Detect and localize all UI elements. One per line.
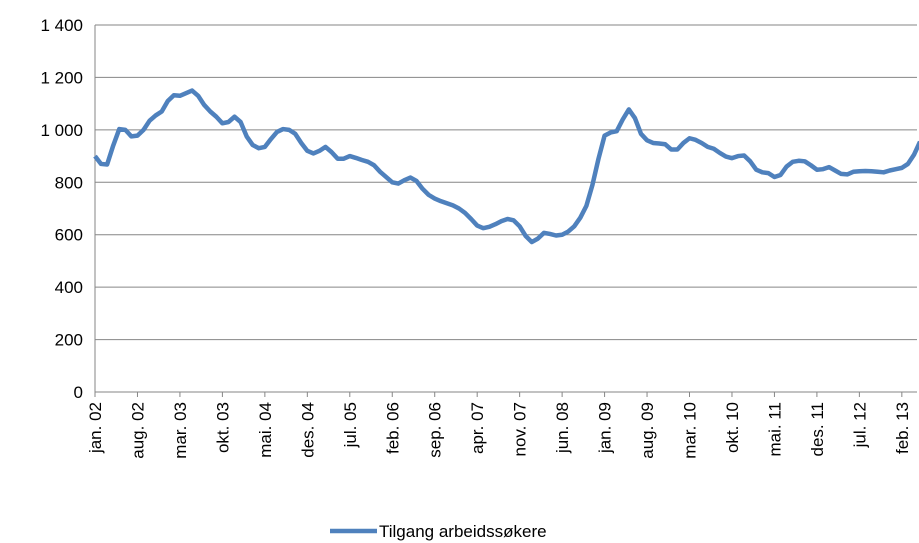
x-tick-label: okt. 03 xyxy=(213,402,232,453)
x-tick-label: jan. 09 xyxy=(596,402,615,454)
y-tick-label: 1 200 xyxy=(40,68,83,87)
y-tick-label: 800 xyxy=(55,173,83,192)
x-tick-label: jan. 02 xyxy=(86,402,105,454)
x-tick-label: des. 04 xyxy=(298,402,317,458)
x-tick-label: jul. 12 xyxy=(850,402,869,448)
legend-label: Tilgang arbeidssøkere xyxy=(379,522,547,541)
x-tick-label: feb. 13 xyxy=(893,402,912,454)
x-tick-label: nov. 07 xyxy=(511,402,530,457)
line-series xyxy=(93,88,919,245)
y-tick-label: 1 000 xyxy=(40,121,83,140)
x-tick-label: jul. 05 xyxy=(341,402,360,448)
y-tick-label: 0 xyxy=(74,383,83,402)
y-tick-label: 400 xyxy=(55,278,83,297)
x-tick-label: mai. 11 xyxy=(765,402,784,457)
y-tick-label: 200 xyxy=(55,331,83,350)
x-tick-label: des. 11 xyxy=(808,402,827,457)
x-tick-label: aug. 02 xyxy=(128,402,147,459)
x-tick-label: aug. 09 xyxy=(638,402,657,459)
x-tick-label: okt. 10 xyxy=(723,402,742,453)
x-tick-label: jun. 08 xyxy=(553,402,572,454)
x-tick-label: feb. 06 xyxy=(383,402,402,454)
x-tick-label: sep. 06 xyxy=(426,402,445,458)
y-tick-label: 1 400 xyxy=(40,16,83,35)
x-tick-label: apr. 07 xyxy=(468,402,487,454)
x-tick-label: mar. 03 xyxy=(171,402,190,459)
x-tick-label: mar. 10 xyxy=(681,402,700,459)
x-tick-label: mai. 04 xyxy=(256,402,275,458)
y-tick-label: 600 xyxy=(55,226,83,245)
